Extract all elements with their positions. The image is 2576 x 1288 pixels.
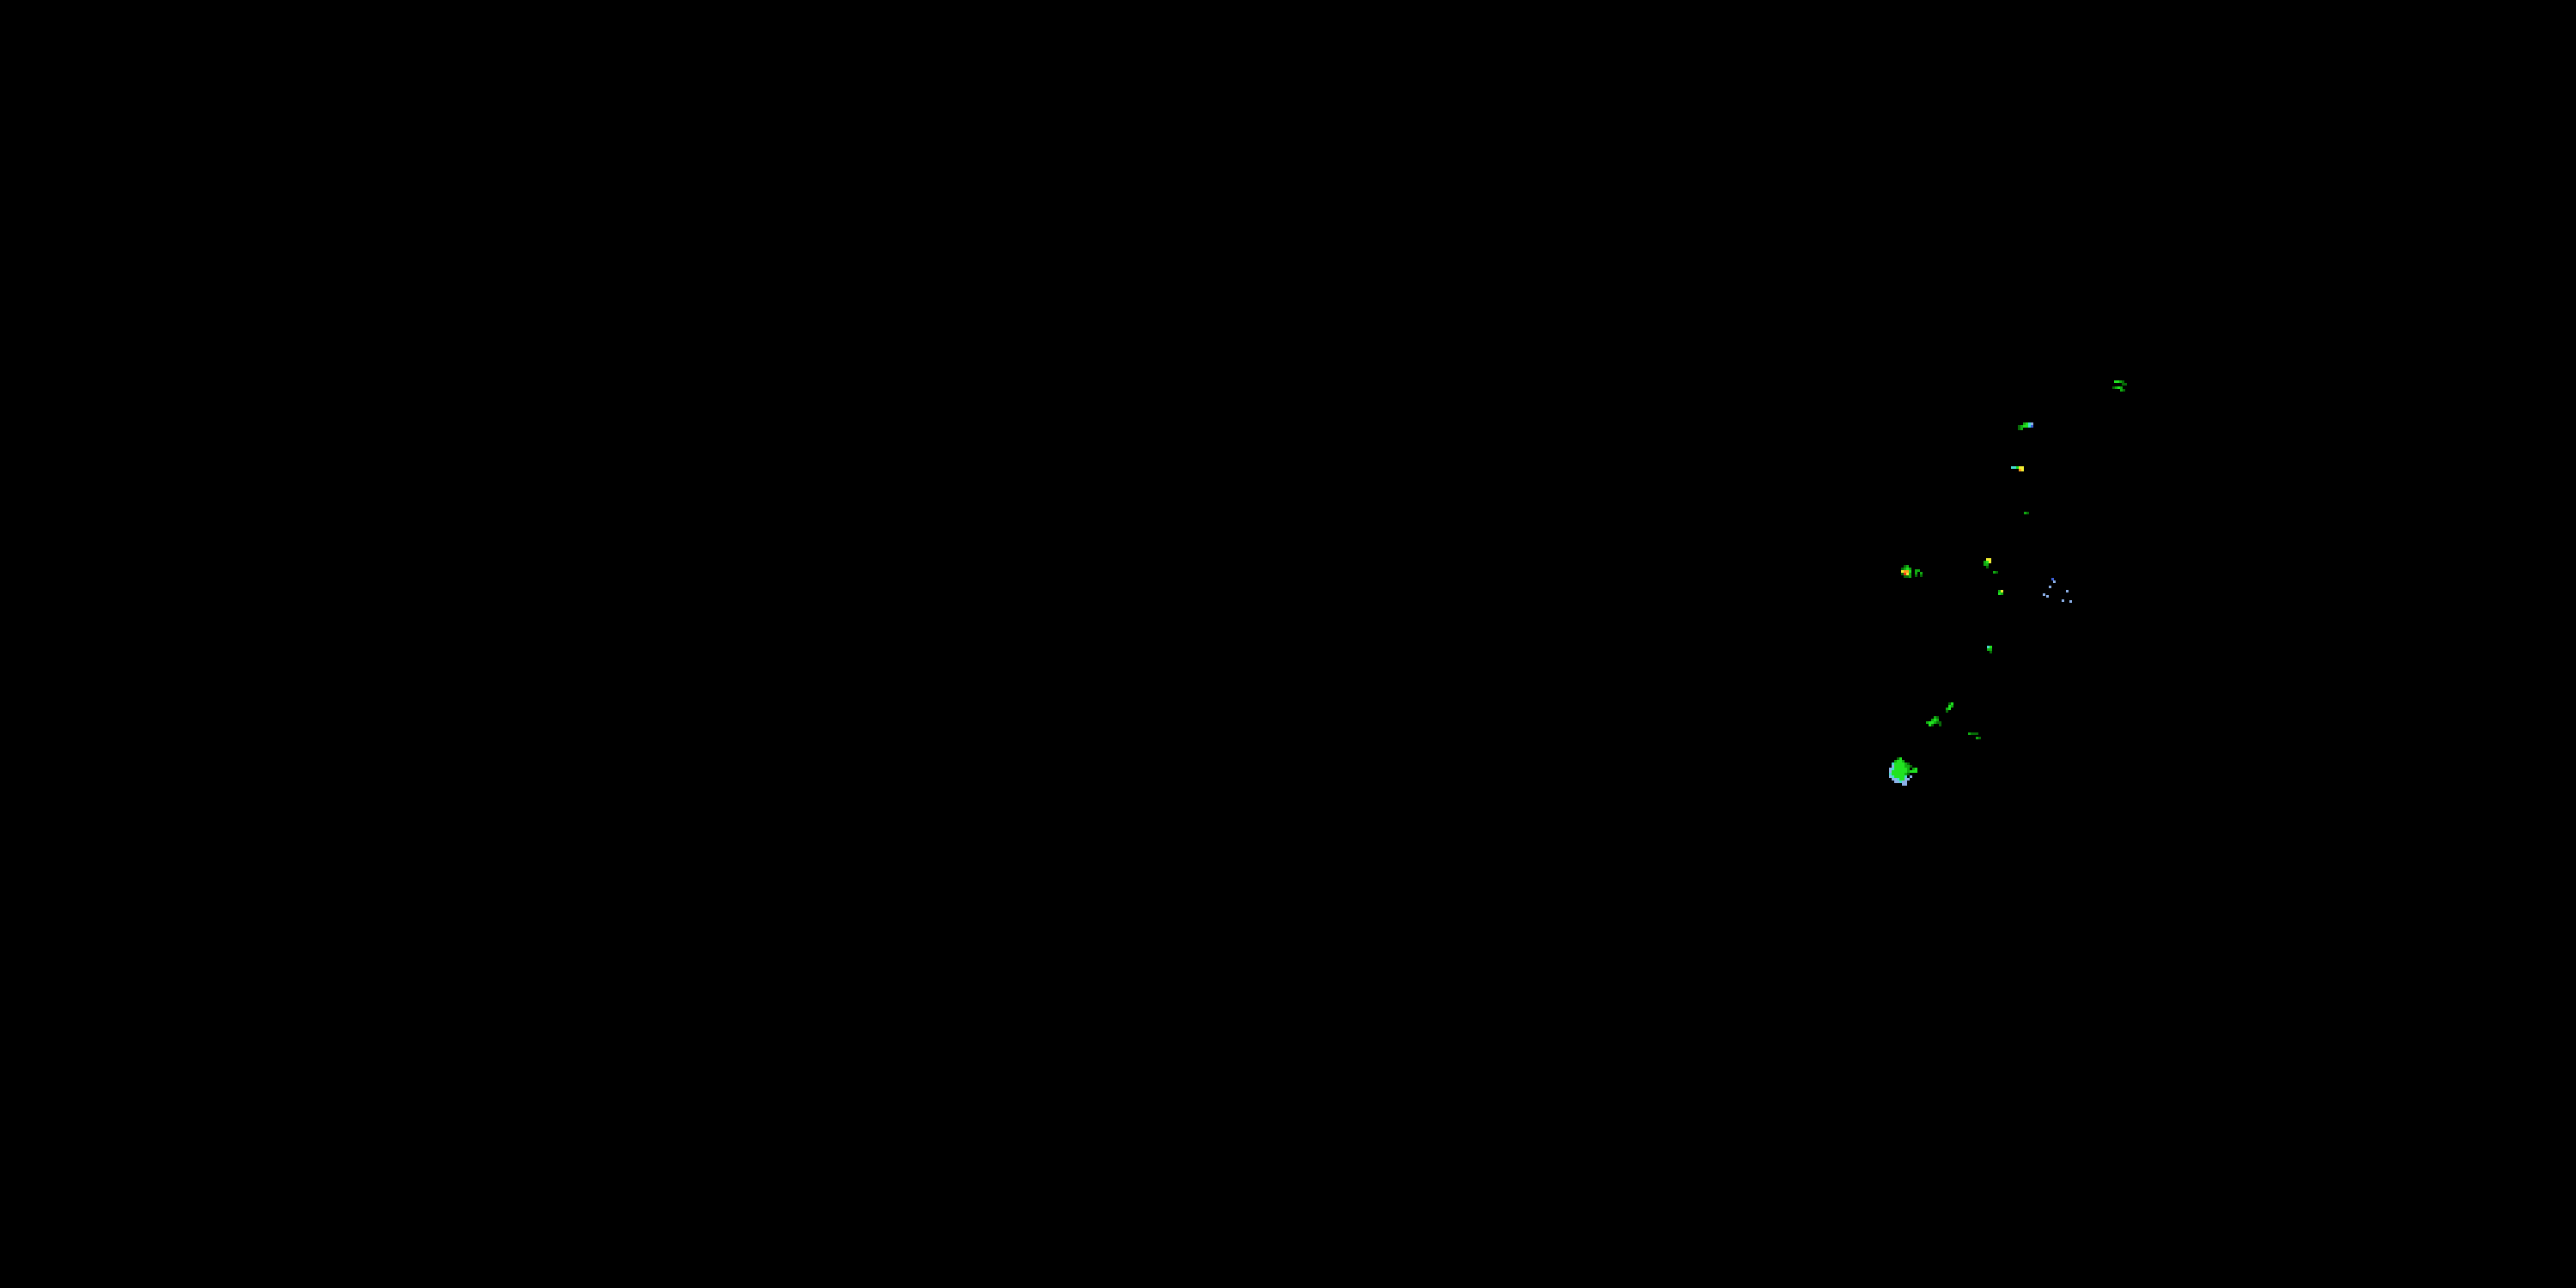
radar-view [0,0,2576,1288]
radar-echo-layer [0,0,2576,1288]
